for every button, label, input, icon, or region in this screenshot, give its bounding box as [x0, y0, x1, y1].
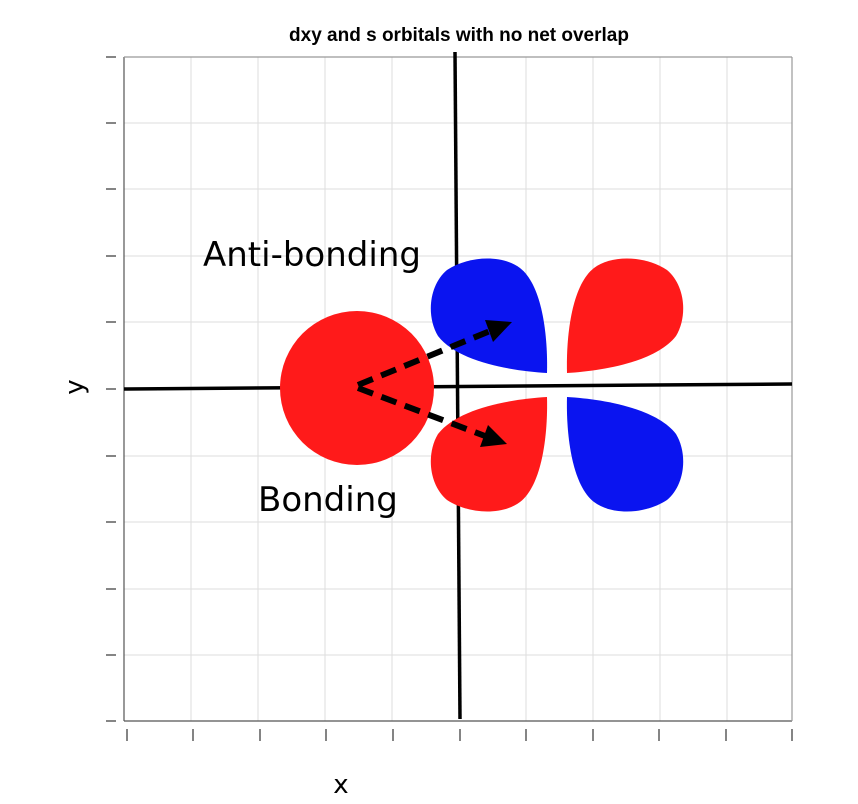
plot-area: Anti-bonding Bonding — [106, 51, 793, 741]
y-axis-line — [453, 51, 462, 720]
dxy-lobe-lower-right — [566, 397, 684, 512]
overlap-arrows — [356, 320, 512, 447]
bonding-arrow — [356, 385, 487, 439]
y-ticks — [106, 56, 116, 722]
bonding-arrowhead — [480, 425, 507, 447]
y-axis-label: y — [60, 379, 90, 394]
bonding-label: Bonding — [258, 480, 398, 520]
s-orbital — [280, 311, 434, 465]
x-ticks — [126, 729, 793, 741]
figure-title: dxy and s orbitals with no net overlap — [289, 25, 629, 46]
antibonding-label: Anti-bonding — [203, 235, 421, 275]
antibonding-arrowhead — [485, 320, 512, 342]
dxy-lobe-upper-right — [566, 258, 684, 373]
x-axis-label: x — [333, 770, 348, 800]
